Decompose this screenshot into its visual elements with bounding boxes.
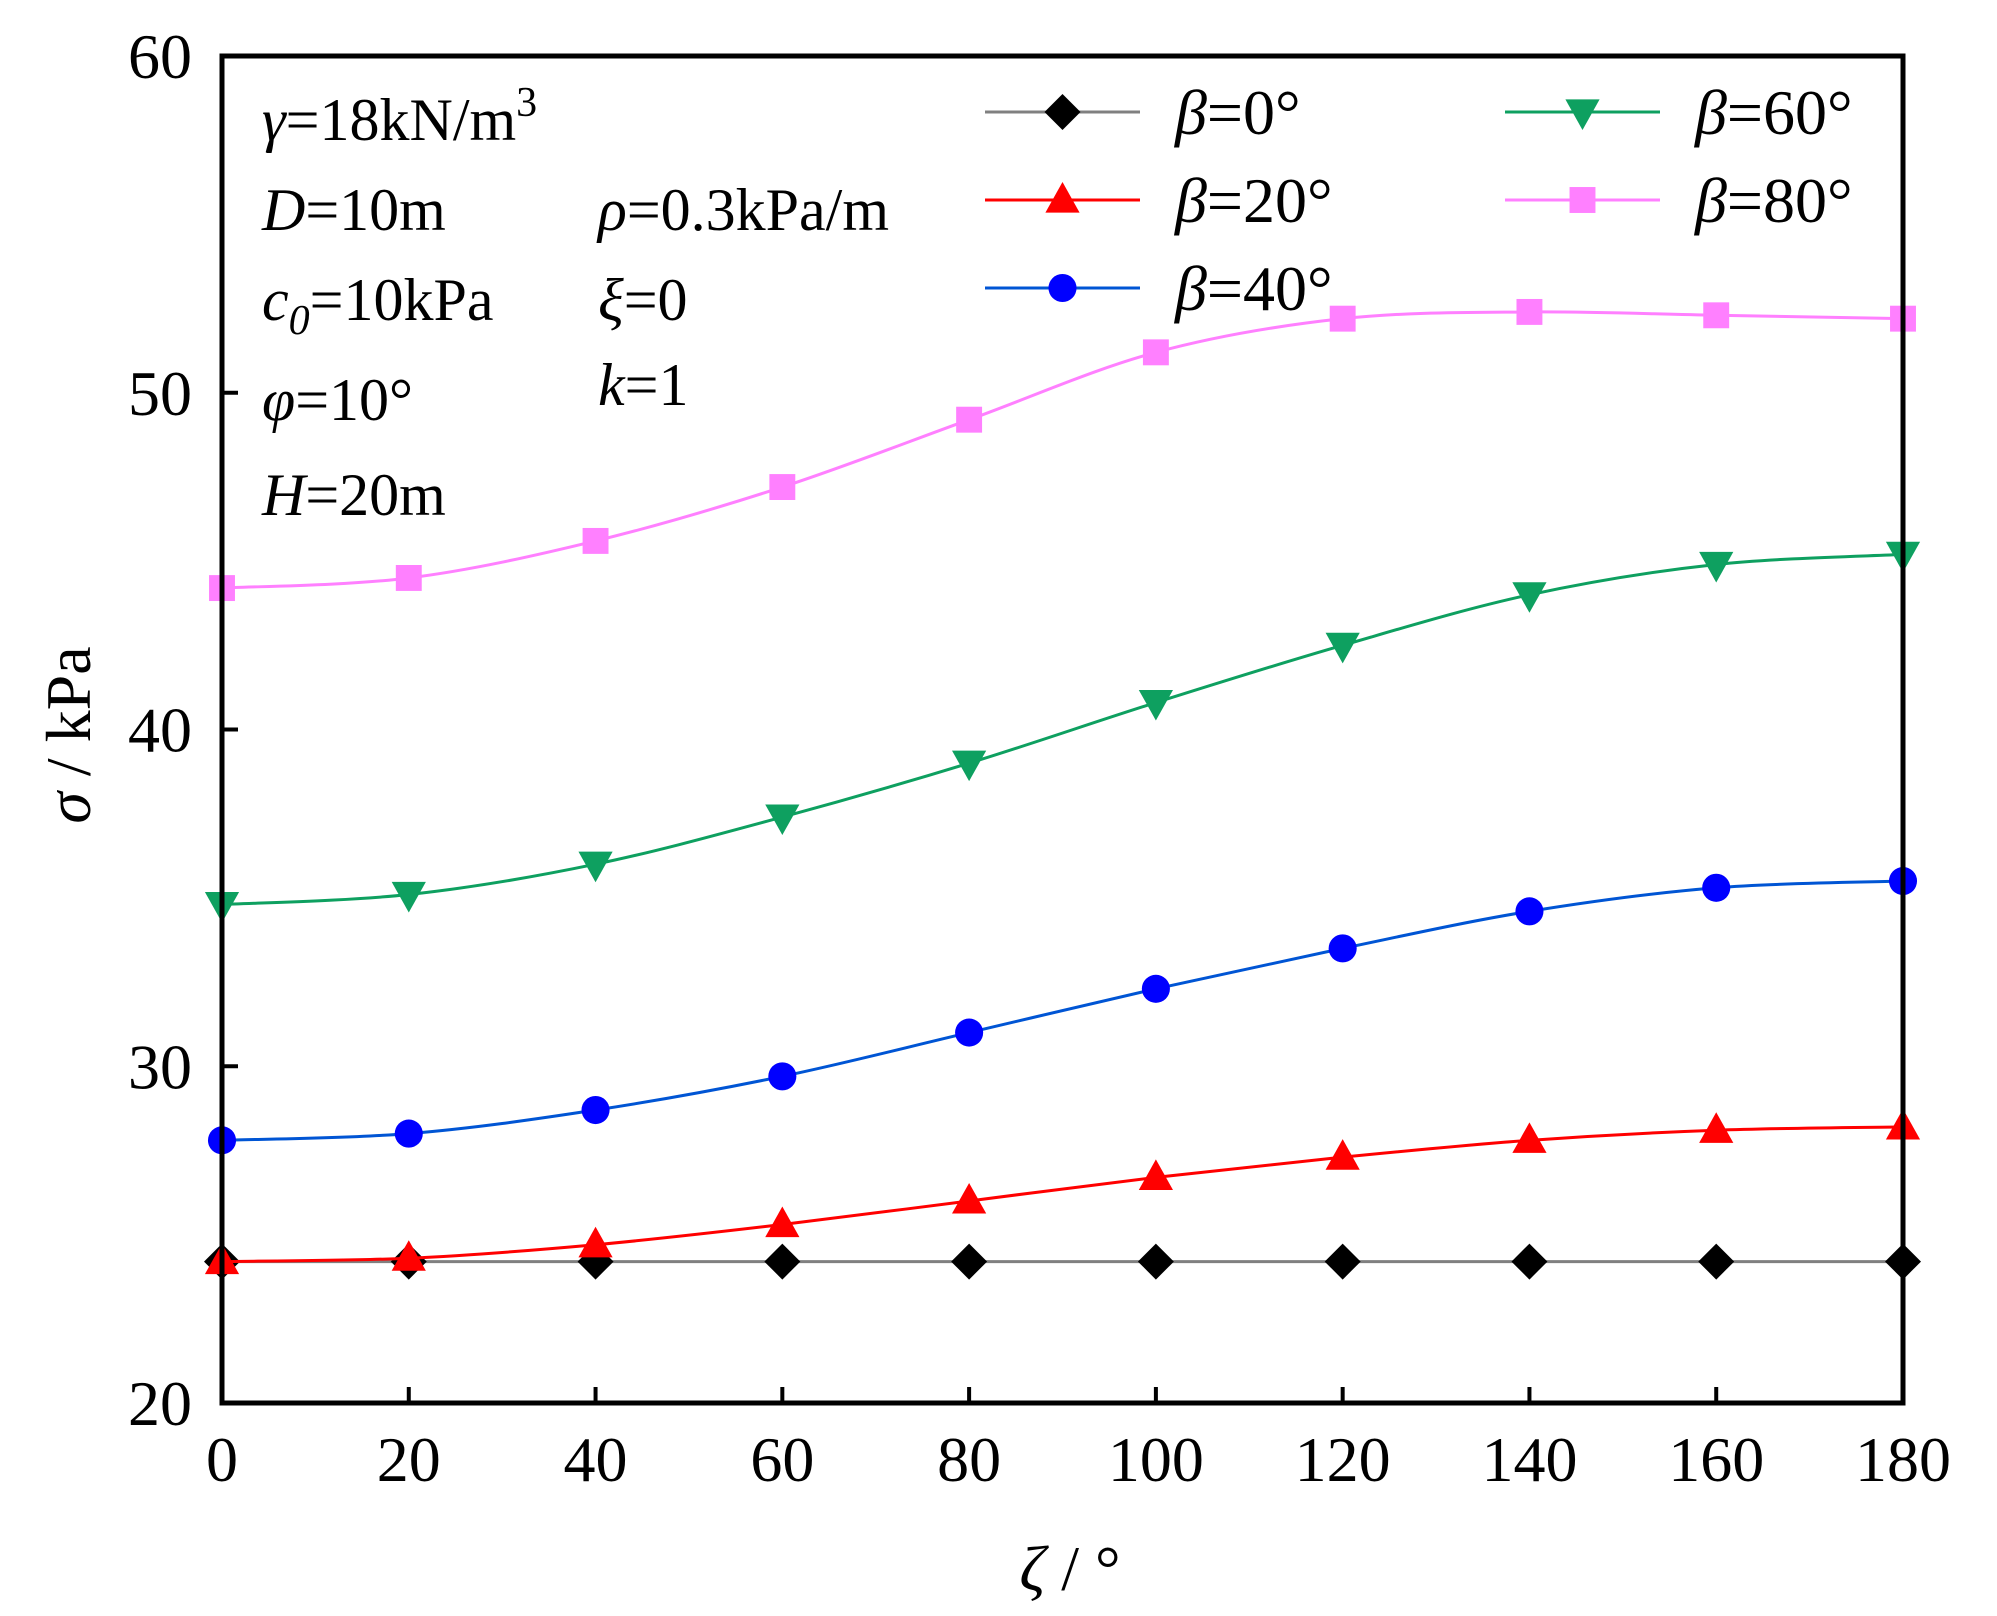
series-line (221, 552, 1904, 907)
data-point (764, 1243, 801, 1280)
x-tick-label: 40 (564, 1424, 628, 1495)
series-4 (209, 298, 1916, 602)
series-line (221, 1125, 1904, 1264)
annotation-D: D=10m (261, 177, 446, 243)
y-tick-label: 30 (128, 1031, 192, 1102)
data-point (955, 1018, 984, 1047)
annotation-rho: ρ=0.3kPa/m (596, 177, 889, 243)
data-point (1325, 1139, 1360, 1170)
data-point (765, 1206, 800, 1238)
data-point (581, 1095, 610, 1125)
annotation-gamma: γ=18kN/m3 (262, 80, 537, 153)
data-point (951, 1243, 988, 1280)
legend-item: β=40° (985, 253, 1333, 324)
data-point (1324, 1243, 1361, 1280)
x-tick-label: 60 (750, 1424, 814, 1495)
legend-item: β=60° (1505, 77, 1853, 148)
legend-item: β=20° (985, 165, 1333, 236)
y-tick-label: 40 (128, 695, 192, 766)
data-point (768, 1062, 797, 1091)
data-point (765, 804, 800, 836)
data-point (769, 474, 796, 500)
data-point (952, 1182, 987, 1214)
annotation-k: k=1 (598, 352, 688, 418)
data-point (582, 527, 609, 554)
data-point (391, 1240, 426, 1271)
data-point (1699, 1112, 1734, 1143)
y-tick-label: 20 (128, 1368, 192, 1439)
series-2 (207, 866, 1918, 1155)
x-tick-label: 120 (1295, 1424, 1391, 1495)
data-point (1329, 305, 1356, 332)
data-point (394, 1119, 423, 1148)
y-tick-label: 60 (128, 21, 192, 92)
series-3 (204, 541, 1921, 923)
series-1 (204, 1108, 1921, 1275)
parameter-annotations: γ=18kN/m3 D=10m ρ=0.3kPa/m c0=10kPa ξ=0 … (261, 80, 889, 528)
data-point (1699, 551, 1734, 583)
data-point (578, 1226, 613, 1258)
data-point (1515, 897, 1544, 926)
data-point (1325, 632, 1360, 664)
x-axis-title: ζ / ° (1019, 1533, 1120, 1604)
data-point (952, 750, 987, 782)
legend-marker (1569, 187, 1596, 213)
legend-item: β=80° (1505, 165, 1853, 236)
data-point (578, 851, 613, 883)
data-point (1702, 873, 1731, 902)
y-axis-title: σ / kPa (33, 646, 104, 823)
x-tick-label: 180 (1855, 1424, 1951, 1495)
annotation-c0: c0=10kPa (262, 267, 493, 344)
legend-label: β=80° (1693, 165, 1853, 236)
data-point (395, 565, 422, 591)
annotation-xi: ξ=0 (598, 267, 688, 333)
series-line (221, 310, 1904, 590)
plot-frame (219, 53, 1906, 1406)
data-point (1142, 339, 1169, 366)
x-tick-label: 80 (937, 1424, 1001, 1495)
x-tick-label: 20 (377, 1424, 441, 1495)
y-tick-label: 50 (128, 358, 192, 429)
x-tick-label: 160 (1668, 1424, 1764, 1495)
legend-marker (1044, 94, 1081, 130)
data-point (1328, 934, 1357, 963)
data-point (1141, 974, 1170, 1003)
data-point (391, 881, 426, 913)
legend-label: β=40° (1173, 253, 1333, 324)
legend-label: β=0° (1173, 77, 1301, 148)
data-point (956, 406, 983, 433)
data-point (1516, 298, 1543, 325)
x-tick-label: 140 (1481, 1424, 1577, 1495)
legend-marker (1048, 273, 1077, 303)
data-point (1138, 1159, 1173, 1190)
legend-marker (1565, 99, 1600, 130)
annotation-H: H=20m (261, 462, 446, 528)
legend-layer: β=0° β=20° β=40° β=60° β=80° (985, 77, 1853, 324)
series-0 (204, 1243, 1921, 1280)
x-tick-label: 0 (206, 1424, 238, 1495)
data-point (1137, 1243, 1174, 1280)
annotation-phi: φ=10° (262, 367, 413, 433)
series-line (221, 879, 1904, 1142)
legend-label: β=20° (1173, 165, 1333, 236)
legend-label: β=60° (1693, 77, 1853, 148)
data-point (1511, 1243, 1548, 1280)
legend-marker (1045, 182, 1080, 213)
data-point (1138, 689, 1173, 721)
x-tick-label: 100 (1108, 1424, 1204, 1495)
data-point (1698, 1243, 1735, 1280)
legend-item: β=0° (985, 77, 1301, 148)
data-point (1703, 302, 1730, 329)
data-point (1512, 1122, 1547, 1153)
data-point (1512, 582, 1547, 613)
series-layer (204, 298, 1921, 1280)
